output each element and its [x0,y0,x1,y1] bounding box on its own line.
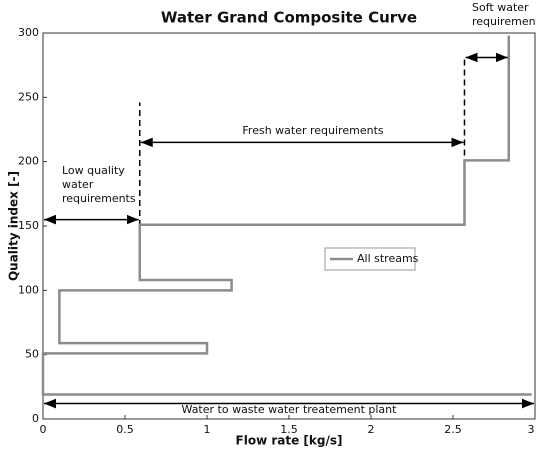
y-axis-label: Quality index [-] [7,171,21,281]
legend-label: All streams [357,252,419,265]
x-axis-label: Flow rate [kg/s] [236,434,343,448]
annotation-text: requirements [62,192,136,205]
annotation-text: requirements [472,15,536,28]
x-tick-label: 3 [528,423,535,436]
legend-box [324,247,416,271]
y-tick-label: 0 [32,412,39,425]
series-line [41,35,532,396]
annotation-text: Fresh water requirements [242,124,383,137]
annotation-text: Soft water [472,1,529,14]
y-tick-label: 200 [18,155,39,168]
chart-title: Water Grand Composite Curve [161,9,417,27]
annotation-text: Water to waste water treatement plant [182,403,398,416]
x-tick-label: 1.5 [280,423,298,436]
plot-frame [42,32,536,420]
y-tick-label: 300 [18,26,39,39]
x-tick-label: 2.5 [444,423,462,436]
x-tick-label: 1 [204,423,211,436]
y-tick-label: 150 [18,219,39,232]
x-tick-label: 0 [40,423,47,436]
y-tick-label: 250 [18,90,39,103]
y-tick-label: 100 [18,283,39,296]
x-tick-label: 0.5 [116,423,134,436]
y-tick-label: 50 [25,348,39,361]
x-tick-label: 2 [368,423,375,436]
annotation-text: Low quality [62,164,125,177]
annotation-text: water [62,178,94,191]
